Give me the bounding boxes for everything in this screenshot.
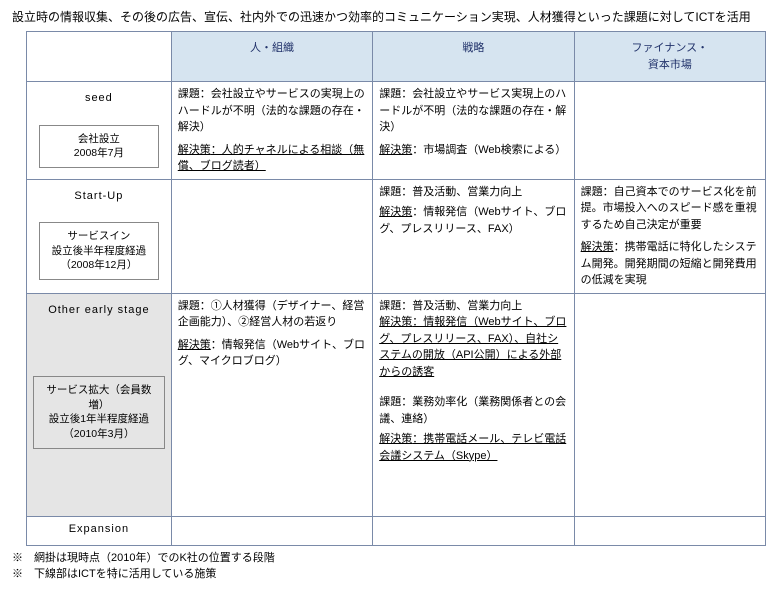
matrix-table: 人・組織 戦略 ファイナンス・ 資本市場 seed 会社設立 2008年7月 課… [26,31,766,546]
sol-label: 解決策 [178,144,211,156]
header-row: 人・組織 戦略 ファイナンス・ 資本市場 [27,32,766,82]
stage-label: seed [33,90,165,107]
startup-strategy: 課題：普及活動、営業力向上 解決策：情報発信（Webサイト、ブログ、プレスリリー… [373,179,574,293]
issue-text: 課題：会社設立やサービス実現上のハードルが不明（法的な課題の存在・解決） [379,86,567,136]
issue-text: 課題：①人材獲得（デザイナー、経営企画能力）、②経営人材の若返り [178,298,366,331]
row-seed: seed 会社設立 2008年7月 課題：会社設立やサービスの実現上のハードルが… [27,82,766,180]
sol-label: 解決策 [379,206,412,218]
solution-line: 解決策：情報発信（Webサイト、ブログ、マイクロブログ） [178,337,366,370]
other-people: 課題：①人材獲得（デザイナー、経営企画能力）、②経営人材の若返り 解決策：情報発… [171,293,372,516]
milestone-box: 会社設立 2008年7月 [39,125,159,168]
seed-strategy: 課題：会社設立やサービス実現上のハードルが不明（法的な課題の存在・解決） 解決策… [373,82,574,180]
solution-line: 解決策：情報発信（Webサイト、ブログ、プレスリリース、FAX）、自社システムの… [379,314,567,380]
other-strategy: 課題：普及活動、営業力向上 解決策：情報発信（Webサイト、ブログ、プレスリリー… [373,293,574,516]
sol-text: ：市場調査（Web検索による） [412,144,566,156]
row-expansion: Expansion [27,516,766,545]
corner-cell [27,32,172,82]
col-strategy: 戦略 [373,32,574,82]
milestone-box: サービスイン 設立後半年程度経過 （2008年12月） [39,222,159,280]
solution-line: 解決策：携帯電話に特化したシステム開発。開発期間の短縮と開発費用の低減を実現 [581,239,759,289]
issue-text: 課題：普及活動、営業力向上 [379,184,567,201]
issue-text: 課題：会社設立やサービスの実現上のハードルが不明（法的な課題の存在・解決） [178,86,366,136]
row-startup: Start-Up サービスイン 設立後半年程度経過 （2008年12月） 課題：… [27,179,766,293]
expansion-finance [574,516,765,545]
solution-line: 解決策：市場調査（Web検索による） [379,142,567,159]
milestone-box: サービス拡大（会員数増） 設立後1年半程度経過 （2010年3月） [33,376,165,449]
solution-line-2: 解決策：携帯電話メール、テレビ電話会議システム（Skype） [379,431,567,464]
solution-line: 解決策：情報発信（Webサイト、ブログ、プレスリリース、FAX） [379,204,567,237]
issue-text-2: 課題：業務効率化（業務関係者との会議、連絡） [379,394,567,427]
startup-people [171,179,372,293]
expansion-people [171,516,372,545]
col-finance: ファイナンス・ 資本市場 [574,32,765,82]
issue-text: 課題：自己資本でのサービス化を前提。市場投入へのスピード感を重視するため自己決定… [581,184,759,234]
issue-text: 課題：普及活動、営業力向上 [379,298,567,315]
page-title: 設立時の情報収集、その後の広告、宣伝、社内外での迅速かつ効率的コミュニケーション… [12,8,770,25]
sol-label: 解決策 [178,339,211,351]
solution-line: 解決策：人的チャネルによる相談（無償、ブログ読者） [178,142,366,175]
stage-label: Other early stage [33,302,165,319]
sol-label: 解決策 [581,241,614,253]
sol-label: 解決策 [379,144,412,156]
seed-finance [574,82,765,180]
seed-people: 課題：会社設立やサービスの実現上のハードルが不明（法的な課題の存在・解決） 解決… [171,82,372,180]
stage-cell-startup: Start-Up サービスイン 設立後半年程度経過 （2008年12月） [27,179,172,293]
note-1: ※ 網掛は現時点（2010年）でのK社の位置する段階 [12,550,770,567]
startup-finance: 課題：自己資本でのサービス化を前提。市場投入へのスピード感を重視するため自己決定… [574,179,765,293]
note-2: ※ 下線部はICTを特に活用している施策 [12,566,770,583]
expansion-strategy [373,516,574,545]
stage-cell-other: Other early stage サービス拡大（会員数増） 設立後1年半程度経… [27,293,172,516]
stage-label: Expansion [33,521,165,538]
other-finance [574,293,765,516]
col-people: 人・組織 [171,32,372,82]
sol-label: 解決策 [379,316,412,328]
stage-label: Start-Up [33,188,165,205]
sol-label: 解決策 [379,433,412,445]
stage-cell-seed: seed 会社設立 2008年7月 [27,82,172,180]
row-other: Other early stage サービス拡大（会員数増） 設立後1年半程度経… [27,293,766,516]
stage-cell-expansion: Expansion [27,516,172,545]
